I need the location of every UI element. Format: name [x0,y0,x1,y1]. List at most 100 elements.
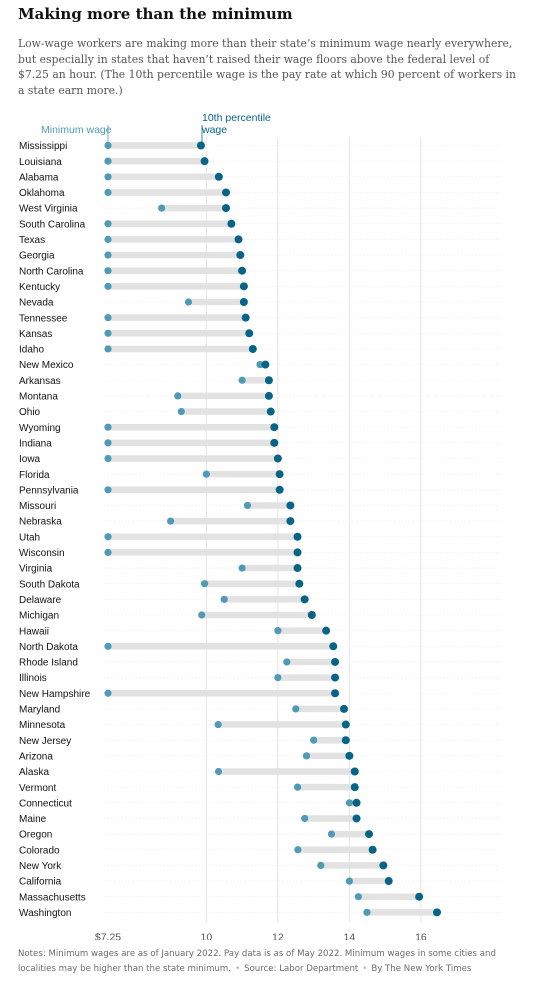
minimum-wage-dot [104,235,112,243]
percentile-wage-dot [379,861,388,870]
minimum-wage-dot [174,392,182,400]
state-label: Rhode Island [19,658,78,669]
minimum-wage-dot [294,846,302,854]
legend-minimum-label: Minimum wage [41,124,112,136]
x-tick-label: 16 [415,931,427,940]
minimum-wage-dot [310,736,318,744]
minimum-wage-dot [104,642,112,650]
legend: Minimum wage 10th percentile wage [41,112,271,143]
state-label: Kansas [19,329,52,340]
state-label: Washington [19,908,71,919]
minimum-wage-dot [238,564,246,572]
minimum-wage-dot [327,830,336,838]
percentile-wage-dot [341,736,350,745]
minimum-wage-dot [166,517,175,525]
minimum-wage-dot [293,783,302,791]
percentile-wage-dot [341,720,350,729]
state-label: Missouri [19,501,56,512]
minimum-wage-dot [354,893,362,901]
minimum-wage-dot [184,298,193,306]
state-label: North Dakota [19,642,78,653]
minimum-wage-dot [301,814,309,823]
percentile-wage-dot [227,219,236,228]
percentile-wage-dot [331,657,340,666]
x-axis-ticks: $7.25 10 12 14 16 [95,931,427,940]
state-label: Massachusetts [19,892,86,903]
state-label: Nevada [19,298,54,309]
percentile-wage-dot [293,532,302,541]
state-label: Wyoming [19,423,61,434]
minimum-wage-dot [238,376,246,384]
percentile-wage-dot [239,298,248,306]
percentile-wage-dot [286,501,295,510]
state-label: Delaware [19,595,62,606]
state-label: Illinois [19,673,47,684]
state-label: Utah [19,532,40,543]
state-label: Oklahoma [19,188,65,199]
percentile-wage-dot [241,313,250,322]
chart-notes: Notes: Minimum wages are as of January 2… [18,949,496,974]
x-tick-label: 10 [200,931,212,940]
percentile-wage-dot [264,376,273,385]
minimum-wage-dot [317,861,325,870]
percentile-wage-dot [273,454,282,463]
chart-title: Making more than the minimum [18,5,293,23]
minimum-wage-dot [104,548,112,556]
x-tick-label: 12 [272,931,284,940]
state-label: Montana [19,392,58,403]
percentile-wage-dot [307,611,316,619]
state-label: Wisconsin [19,548,65,559]
state-label: Michigan [19,611,59,622]
minimum-wage-dot [104,486,112,494]
minimum-wage-dot [158,204,166,212]
state-label: South Carolina [19,219,86,230]
state-label: Hawaii [19,626,49,637]
minimum-wage-dot [243,501,252,510]
state-label: Maryland [19,705,60,716]
state-label: Idaho [19,345,44,356]
percentile-wage-dot [234,235,243,244]
percentile-wage-dot [275,470,284,479]
state-label: Tennessee [19,313,68,324]
percentile-wage-dot [340,704,349,713]
minimum-wage-dot [220,595,228,603]
percentile-wage-dot [368,845,377,854]
state-label: Oregon [19,830,52,841]
percentile-wage-dot [196,141,205,150]
minimum-wage-dot [104,251,112,259]
percentile-wage-dot [222,204,231,213]
chart-subtitle: Low-wage workers are making more than th… [18,37,516,97]
state-label: Colorado [19,845,60,856]
percentile-wage-dot [365,830,374,839]
legend-percentile-label-line1: 10th percentile [202,112,271,124]
percentile-wage-dot [245,329,254,338]
minimum-wage-dot [274,674,282,682]
minimum-wage-dot [104,141,112,150]
minimum-wage-dot [104,689,112,697]
state-label: Florida [19,470,50,481]
percentile-wage-dot [214,172,223,181]
state-label: New Jersey [19,736,71,747]
percentile-wage-dot [264,391,273,400]
percentile-wage-dot [239,282,248,291]
percentile-wage-dot [286,517,295,526]
state-label: West Virginia [19,204,78,215]
state-label: North Carolina [19,266,84,277]
minimum-wage-dot [104,439,112,447]
percentile-wage-dot [329,642,338,651]
state-label: Indiana [19,438,52,449]
state-label: Kentucky [19,282,60,293]
minimum-wage-dot [345,799,353,807]
x-tick-label: $7.25 [95,931,121,940]
gridlines [104,137,500,923]
percentile-wage-dot [415,892,424,901]
notes-text: Notes: Minimum wages are as of January 2… [18,949,496,974]
minimum-wage-dot [302,752,311,760]
state-label: Nebraska [19,517,62,528]
state-label: Arkansas [19,376,61,387]
minimum-wage-dot [104,533,112,541]
minimum-wage-dot [274,627,282,635]
percentile-wage-dot [266,407,275,416]
state-label: California [19,877,62,888]
minimum-wage-dot [104,188,112,197]
